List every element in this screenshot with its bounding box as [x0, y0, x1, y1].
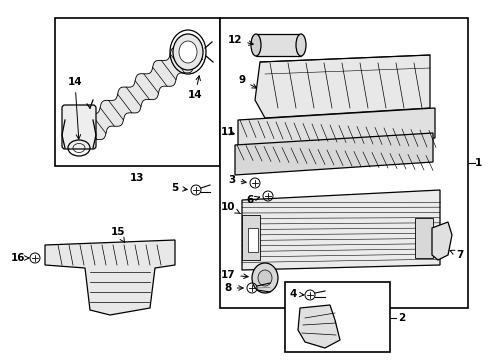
Text: 6: 6 — [246, 195, 259, 205]
Text: 1: 1 — [473, 158, 481, 168]
FancyBboxPatch shape — [62, 105, 96, 149]
Text: 16: 16 — [11, 253, 29, 263]
Text: 8: 8 — [224, 283, 243, 293]
Bar — [247, 228, 258, 252]
Ellipse shape — [179, 41, 197, 63]
Text: 13: 13 — [129, 173, 144, 183]
Polygon shape — [45, 240, 175, 315]
Polygon shape — [254, 55, 429, 118]
Text: 14: 14 — [187, 76, 202, 100]
Text: 4: 4 — [289, 289, 304, 299]
Text: 3: 3 — [228, 175, 245, 185]
Text: 10: 10 — [220, 202, 240, 213]
Polygon shape — [242, 190, 439, 270]
Text: 9: 9 — [238, 75, 256, 88]
Polygon shape — [235, 133, 432, 175]
Polygon shape — [431, 222, 451, 260]
Bar — [414, 218, 432, 258]
Ellipse shape — [251, 263, 278, 293]
Text: 14: 14 — [67, 77, 82, 139]
Ellipse shape — [258, 270, 271, 286]
Text: 17: 17 — [220, 270, 247, 280]
Bar — [242, 215, 260, 260]
Text: 2: 2 — [398, 313, 405, 323]
Ellipse shape — [250, 34, 261, 56]
Bar — [220, 18, 467, 308]
Text: 5: 5 — [171, 183, 187, 193]
Polygon shape — [82, 40, 202, 140]
Text: 12: 12 — [227, 35, 253, 45]
Bar — [55, 18, 220, 166]
Ellipse shape — [295, 34, 305, 56]
Ellipse shape — [173, 34, 203, 70]
Bar — [256, 34, 301, 56]
Bar — [285, 282, 389, 352]
Text: 7: 7 — [449, 250, 463, 260]
Text: 11: 11 — [220, 127, 235, 137]
Polygon shape — [238, 108, 434, 152]
Text: 15: 15 — [110, 227, 125, 242]
Polygon shape — [297, 305, 339, 348]
